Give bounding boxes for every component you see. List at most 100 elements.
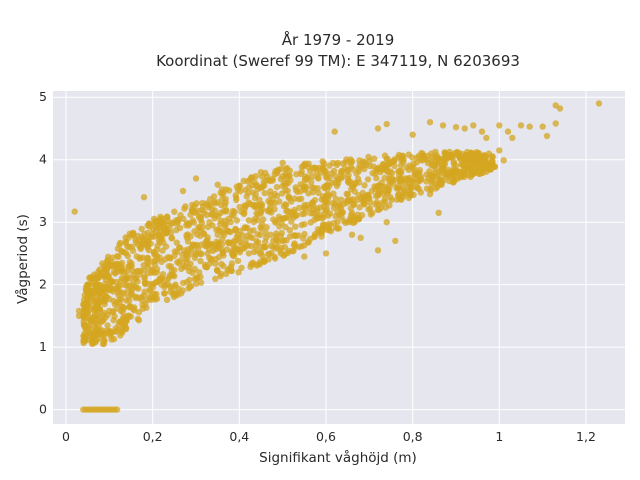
data-point — [301, 210, 308, 217]
data-point — [229, 207, 237, 215]
data-point — [251, 215, 258, 223]
data-point — [165, 217, 172, 225]
data-point — [419, 157, 426, 164]
data-point — [262, 244, 269, 251]
data-point — [168, 234, 175, 242]
data-point — [209, 247, 217, 255]
data-point — [92, 275, 99, 282]
data-point — [455, 151, 462, 158]
data-point — [184, 255, 191, 262]
data-point — [233, 183, 240, 190]
data-point — [128, 243, 136, 250]
data-point — [203, 263, 210, 271]
data-point — [252, 173, 260, 180]
data-point — [359, 158, 367, 165]
data-point — [435, 209, 442, 216]
data-point — [322, 250, 330, 257]
data-point — [138, 225, 145, 233]
data-point — [126, 304, 133, 311]
data-point — [324, 186, 331, 193]
data-point — [297, 170, 305, 178]
data-point — [124, 252, 131, 260]
data-point — [347, 156, 354, 163]
data-point — [199, 203, 207, 210]
data-point — [179, 187, 187, 195]
data-point — [278, 220, 285, 227]
data-point — [103, 257, 111, 265]
data-point — [372, 201, 379, 208]
x-tick-label: 1 — [495, 429, 503, 444]
data-point — [392, 237, 399, 245]
data-point — [161, 290, 168, 297]
data-point — [267, 192, 274, 199]
data-point — [232, 226, 239, 234]
data-point — [112, 325, 119, 332]
data-point — [184, 238, 192, 245]
data-point — [189, 269, 196, 276]
data-point — [386, 202, 393, 209]
data-point — [193, 200, 200, 207]
data-point — [301, 253, 308, 260]
data-point — [199, 224, 206, 231]
data-point — [114, 245, 122, 252]
data-point — [113, 406, 121, 413]
data-point — [343, 199, 350, 206]
data-point — [465, 172, 473, 179]
data-point — [383, 120, 390, 128]
data-point — [233, 217, 241, 224]
data-point — [426, 119, 434, 126]
data-point — [258, 225, 265, 232]
data-point — [167, 288, 174, 295]
data-point — [234, 257, 242, 265]
data-point — [173, 226, 180, 234]
y-axis-label: Vågperiod (s) — [14, 214, 31, 304]
data-point — [88, 334, 96, 341]
data-point — [140, 194, 148, 201]
data-point — [82, 314, 89, 321]
data-point — [280, 215, 287, 222]
data-point — [367, 211, 375, 218]
data-point — [263, 234, 270, 241]
data-point — [137, 254, 144, 262]
data-point — [300, 204, 307, 211]
data-point — [147, 292, 154, 300]
data-point — [324, 196, 331, 203]
data-point — [267, 231, 274, 238]
data-point — [365, 153, 372, 161]
data-point — [220, 252, 227, 259]
data-point — [323, 175, 331, 182]
data-point — [257, 169, 265, 176]
data-point — [141, 288, 148, 295]
data-point — [289, 248, 296, 255]
data-point — [240, 210, 248, 218]
data-point — [279, 190, 286, 197]
data-point — [329, 159, 337, 167]
y-tick-label: 5 — [39, 89, 47, 104]
data-point — [496, 147, 503, 154]
data-point — [469, 152, 477, 160]
y-tick-label: 0 — [39, 402, 47, 417]
data-point — [517, 122, 525, 129]
data-point — [186, 264, 193, 271]
data-point — [383, 168, 391, 175]
data-point — [173, 239, 180, 246]
data-point — [217, 209, 224, 217]
data-point — [307, 235, 314, 243]
data-point — [212, 275, 219, 282]
data-point — [388, 196, 395, 204]
data-point — [192, 175, 200, 182]
data-point — [184, 231, 191, 238]
data-point — [461, 125, 468, 132]
data-point — [197, 216, 204, 224]
data-point — [99, 317, 106, 324]
data-point — [496, 122, 503, 129]
data-point — [206, 219, 213, 226]
data-point — [257, 208, 265, 215]
data-point — [111, 301, 119, 308]
data-point — [276, 198, 283, 205]
data-point — [225, 215, 232, 222]
data-point — [263, 224, 270, 231]
data-point — [179, 279, 187, 287]
data-point — [321, 210, 328, 217]
